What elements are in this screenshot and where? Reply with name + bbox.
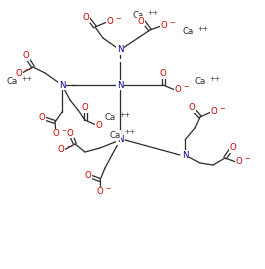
Text: N: N	[117, 45, 123, 55]
Text: O: O	[236, 158, 242, 167]
Text: O: O	[230, 143, 236, 153]
Text: O: O	[189, 104, 195, 112]
Text: O: O	[107, 17, 113, 27]
Text: O: O	[53, 129, 59, 139]
Text: O: O	[211, 108, 217, 116]
Text: −: −	[183, 84, 188, 90]
Text: O: O	[39, 114, 45, 122]
Text: −: −	[66, 144, 72, 150]
Text: ++: ++	[209, 76, 220, 82]
Text: ++: ++	[119, 112, 130, 118]
Text: O: O	[85, 172, 91, 180]
Text: O: O	[67, 129, 73, 137]
Text: O: O	[23, 51, 29, 61]
Text: N: N	[117, 80, 123, 90]
Text: −: −	[219, 106, 224, 112]
Text: N: N	[117, 136, 123, 144]
Text: −: −	[24, 67, 29, 73]
Text: −: −	[115, 16, 121, 22]
Text: O: O	[82, 104, 88, 112]
Text: O: O	[96, 121, 102, 129]
Text: Ca: Ca	[6, 77, 18, 87]
Text: N: N	[59, 80, 65, 90]
Text: ++: ++	[21, 76, 32, 82]
Text: O: O	[16, 69, 22, 77]
Text: ++: ++	[197, 26, 208, 32]
Text: O: O	[161, 22, 167, 30]
Text: O: O	[97, 187, 103, 196]
Text: Ca: Ca	[132, 12, 144, 20]
Text: Ca: Ca	[182, 27, 194, 37]
Text: Ca: Ca	[104, 114, 116, 122]
Text: O: O	[58, 146, 64, 154]
Text: O: O	[160, 69, 166, 79]
Text: O: O	[175, 86, 181, 94]
Text: ++: ++	[147, 10, 158, 16]
Text: O: O	[138, 16, 144, 26]
Text: Ca: Ca	[194, 77, 206, 87]
Text: −: −	[104, 119, 109, 125]
Text: −: −	[61, 128, 67, 134]
Text: N: N	[182, 150, 188, 160]
Text: ++: ++	[124, 129, 135, 135]
Text: −: −	[244, 156, 250, 162]
Text: Ca: Ca	[109, 130, 121, 140]
Text: −: −	[169, 20, 174, 26]
Text: −: −	[105, 186, 111, 192]
Text: O: O	[83, 13, 89, 23]
